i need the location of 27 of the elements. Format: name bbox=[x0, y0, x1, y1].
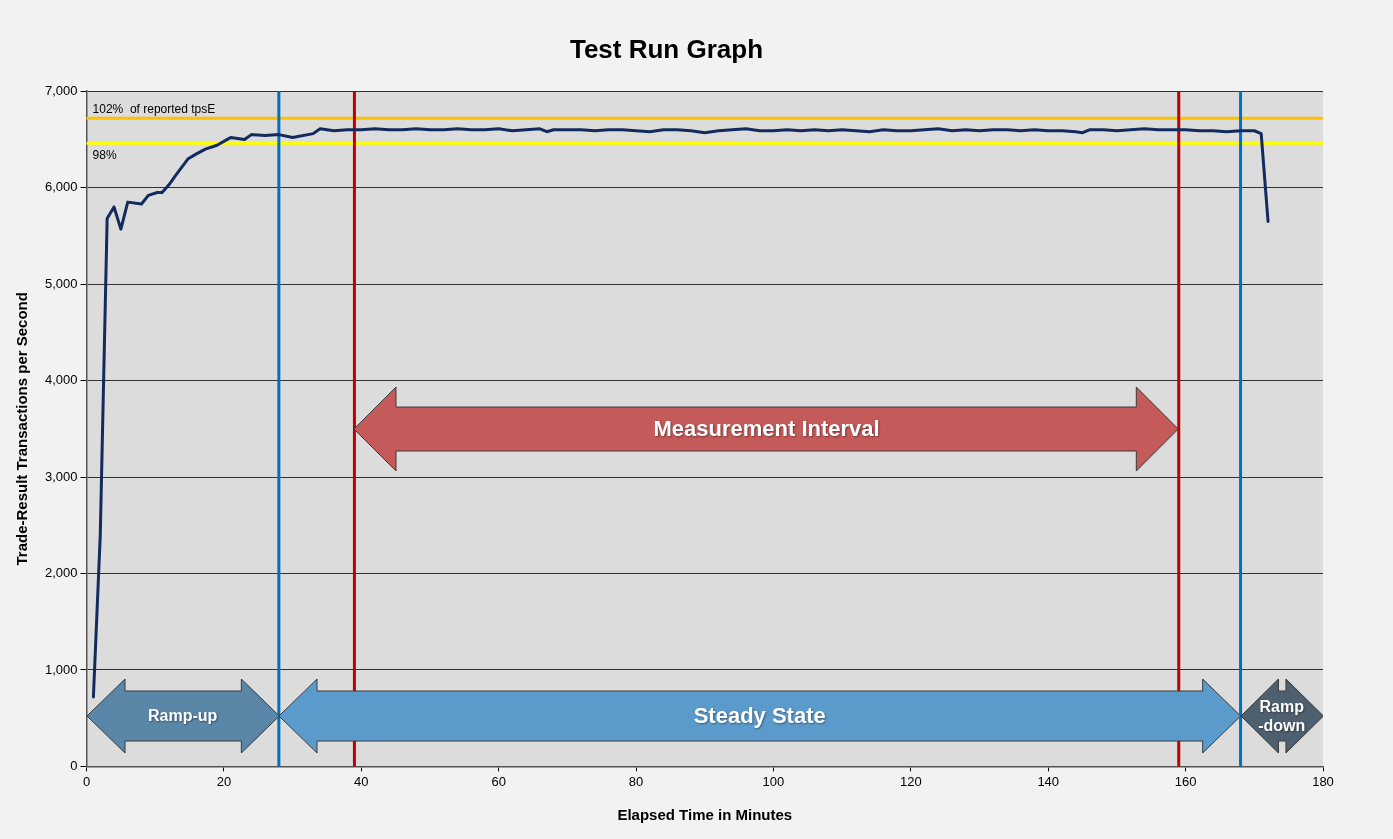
y-tick-label: 2,000 bbox=[44, 565, 78, 581]
annotation: Steady State bbox=[693, 703, 826, 730]
x-tick-label: 120 bbox=[899, 773, 922, 789]
x-tick-label: 20 bbox=[216, 773, 232, 789]
y-tick-label: 6,000 bbox=[44, 179, 78, 195]
y-axis-title: Trade-Result Transactions per Second bbox=[13, 292, 31, 566]
x-tick-label: 40 bbox=[354, 773, 369, 789]
x-tick-label: 80 bbox=[628, 773, 644, 789]
annotation: 98% bbox=[92, 148, 117, 163]
y-tick-label: 4,000 bbox=[44, 372, 78, 388]
y-tick-label: 0 bbox=[70, 757, 78, 773]
x-tick-label: 160 bbox=[1174, 773, 1197, 789]
y-tick-label: 7,000 bbox=[44, 82, 78, 98]
x-tick-label: 60 bbox=[491, 773, 506, 789]
x-axis-title: Elapsed Time in Minutes bbox=[617, 806, 793, 824]
y-tick-label: 3,000 bbox=[44, 468, 78, 484]
ref-line-label: 102% of reported tpsE bbox=[92, 101, 216, 116]
x-tick-label: 140 bbox=[1037, 773, 1060, 789]
y-tick-label: 5,000 bbox=[44, 275, 78, 291]
annotation: Measurement Interval bbox=[653, 416, 880, 442]
x-tick-label: 180 bbox=[1312, 773, 1334, 789]
x-tick-label: 100 bbox=[762, 773, 785, 789]
chart-title: Test Run Graph bbox=[569, 33, 764, 64]
annotation: Ramp -down bbox=[1258, 698, 1306, 735]
annotation: Ramp-up bbox=[148, 707, 218, 726]
x-tick-label: 0 bbox=[82, 773, 91, 789]
y-tick-label: 1,000 bbox=[44, 661, 78, 677]
